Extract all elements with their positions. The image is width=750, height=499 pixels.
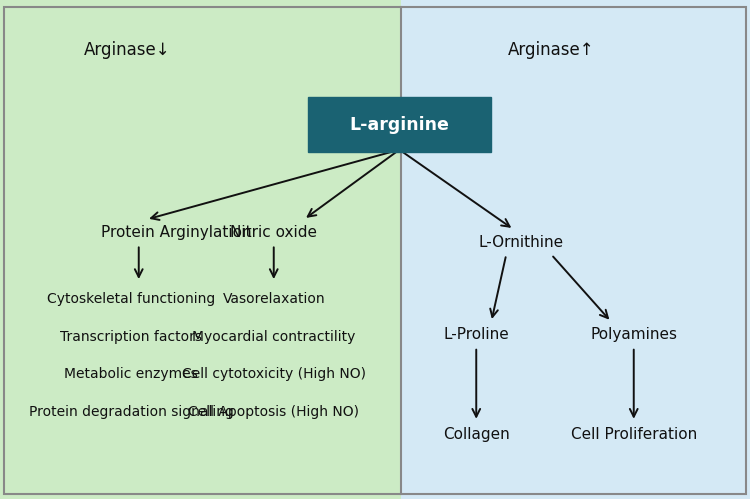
Text: Cell cytotoxicity (High NO): Cell cytotoxicity (High NO): [182, 367, 366, 381]
Text: Metabolic enzymes: Metabolic enzymes: [64, 367, 198, 381]
Text: L-arginine: L-arginine: [350, 116, 449, 134]
Text: Nitric oxide: Nitric oxide: [230, 225, 317, 240]
Bar: [401, 0, 750, 499]
Text: Cell Proliferation: Cell Proliferation: [571, 427, 697, 442]
Text: Cytoskeletal functioning: Cytoskeletal functioning: [47, 292, 215, 306]
Text: Transcription factors: Transcription factors: [60, 330, 202, 344]
Text: Polyamines: Polyamines: [590, 327, 677, 342]
Text: Protein degradation signaling: Protein degradation signaling: [28, 405, 234, 419]
Text: L-Proline: L-Proline: [443, 327, 509, 342]
FancyBboxPatch shape: [308, 97, 491, 152]
Text: Protein Arginylation: Protein Arginylation: [101, 225, 252, 240]
Text: Arginase↑: Arginase↑: [508, 41, 595, 59]
Text: Vasorelaxation: Vasorelaxation: [223, 292, 325, 306]
Text: Collagen: Collagen: [442, 427, 510, 442]
Text: Myocardial contractility: Myocardial contractility: [192, 330, 356, 344]
Bar: [0, 0, 401, 499]
Text: L-Ornithine: L-Ornithine: [478, 235, 564, 250]
Text: Arginase↓: Arginase↓: [84, 41, 171, 59]
Text: Cell Apoptosis (High NO): Cell Apoptosis (High NO): [188, 405, 359, 419]
